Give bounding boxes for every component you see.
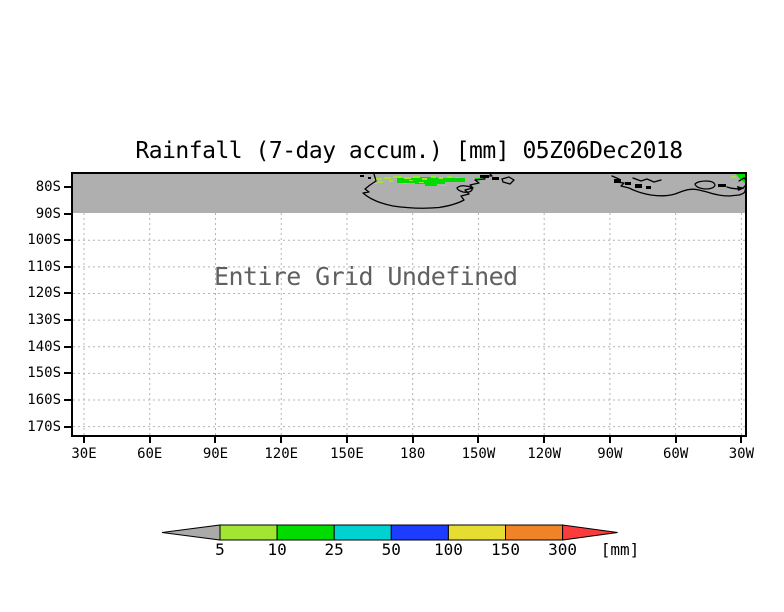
x-tick-mark	[280, 437, 283, 443]
y-tick-mark	[64, 319, 71, 322]
colorbar-level-label: 100	[433, 540, 463, 559]
x-tick-label: 30W	[728, 446, 755, 462]
y-tick-label: 80S	[35, 179, 61, 195]
y-tick-mark	[64, 186, 71, 188]
y-tick-mark	[64, 425, 71, 428]
x-tick-mark	[214, 437, 217, 443]
colorbar-level-label: 10	[267, 540, 287, 559]
x-tick-label: 120E	[264, 446, 299, 462]
x-tick-label: 90E	[202, 446, 229, 462]
y-tick-label: 160S	[27, 391, 61, 408]
y-tick-label: 140S	[27, 338, 61, 355]
undefined-grid-message: Entire Grid Undefined	[214, 262, 518, 291]
y-tick-label: 100S	[27, 232, 61, 249]
chart-title: Rainfall (7-day accum.) [mm] 05Z06Dec201…	[135, 138, 683, 164]
land-blobs	[360, 175, 745, 191]
y-tick-mark	[64, 265, 71, 268]
x-tick-mark	[608, 437, 611, 443]
y-tick-mark	[64, 292, 71, 295]
y-tick-label: 150S	[27, 365, 61, 382]
x-tick-label: 180	[400, 446, 426, 462]
x-tick-mark	[411, 437, 414, 443]
x-tick-mark	[148, 437, 151, 443]
colorbar-segment	[390, 524, 449, 541]
colorbar-level-label: 25	[324, 540, 344, 559]
y-tick-mark	[64, 239, 71, 242]
map-graphics	[73, 174, 745, 435]
x-tick-mark	[740, 437, 743, 443]
colorbar-level-label: 300	[548, 540, 578, 559]
y-tick-mark	[64, 398, 71, 401]
colorbar	[161, 524, 618, 541]
x-tick-label: 30E	[71, 446, 97, 462]
colorbar-segment	[447, 524, 506, 541]
colorbar-unit-label: [mm]	[600, 540, 640, 559]
colorbar-segment	[333, 524, 392, 541]
coastline	[360, 174, 745, 209]
x-tick-label: 150W	[461, 446, 496, 462]
colorbar-segment	[505, 524, 564, 541]
x-tick-label: 60W	[663, 446, 689, 462]
colorbar-right-arrow	[562, 524, 618, 541]
y-tick-label: 110S	[27, 258, 61, 275]
grid-lines	[73, 213, 745, 435]
colorbar-level-label: 150	[491, 540, 520, 559]
y-tick-mark	[64, 345, 71, 348]
x-tick-label: 60E	[137, 446, 163, 462]
colorbar-level-label: 50	[381, 540, 401, 559]
y-tick-mark	[64, 212, 71, 215]
y-tick-label: 90S	[35, 205, 61, 222]
x-tick-mark	[674, 437, 677, 443]
y-tick-mark	[64, 372, 71, 375]
colorbar-segment	[276, 524, 335, 541]
rainfall-shading	[372, 174, 745, 186]
x-tick-mark	[477, 437, 480, 443]
x-tick-mark	[543, 437, 546, 443]
colorbar-segment	[219, 524, 278, 541]
y-tick-label: 130S	[27, 312, 61, 329]
x-tick-mark	[83, 437, 85, 443]
x-tick-label: 90W	[597, 446, 623, 462]
colorbar-level-label: 5	[215, 540, 225, 559]
x-tick-mark	[345, 437, 348, 443]
x-tick-label: 150E	[330, 446, 364, 462]
x-tick-label: 120W	[527, 446, 562, 462]
light-rain-speckles	[372, 176, 736, 186]
map-plot: Entire Grid Undefined	[71, 172, 747, 437]
colorbar-left-arrow	[161, 524, 221, 541]
y-tick-label: 170S	[27, 418, 61, 435]
y-tick-label: 120S	[27, 285, 61, 302]
